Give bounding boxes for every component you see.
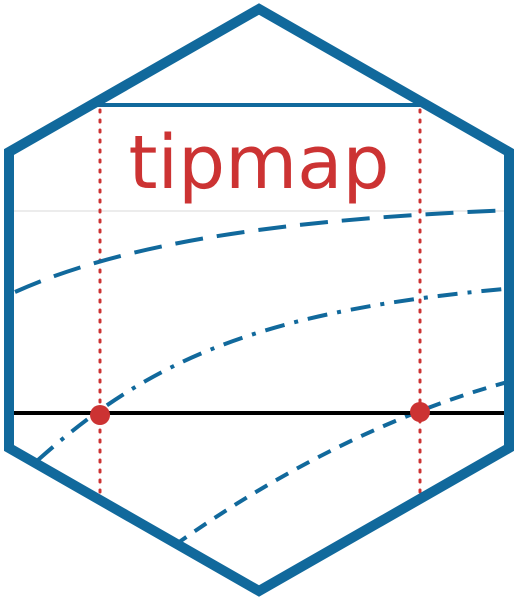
right-intersection-marker bbox=[410, 402, 430, 422]
sticker-title: tipmap bbox=[129, 120, 390, 206]
dashed-curve-top bbox=[14, 208, 509, 294]
hex-border bbox=[4, 3, 514, 597]
left-intersection-marker bbox=[90, 405, 110, 425]
dashdot-curve-middle bbox=[36, 286, 509, 462]
plot-area bbox=[9, 103, 509, 547]
hex-background bbox=[9, 9, 509, 591]
dashed-curve-bottom bbox=[173, 378, 509, 547]
